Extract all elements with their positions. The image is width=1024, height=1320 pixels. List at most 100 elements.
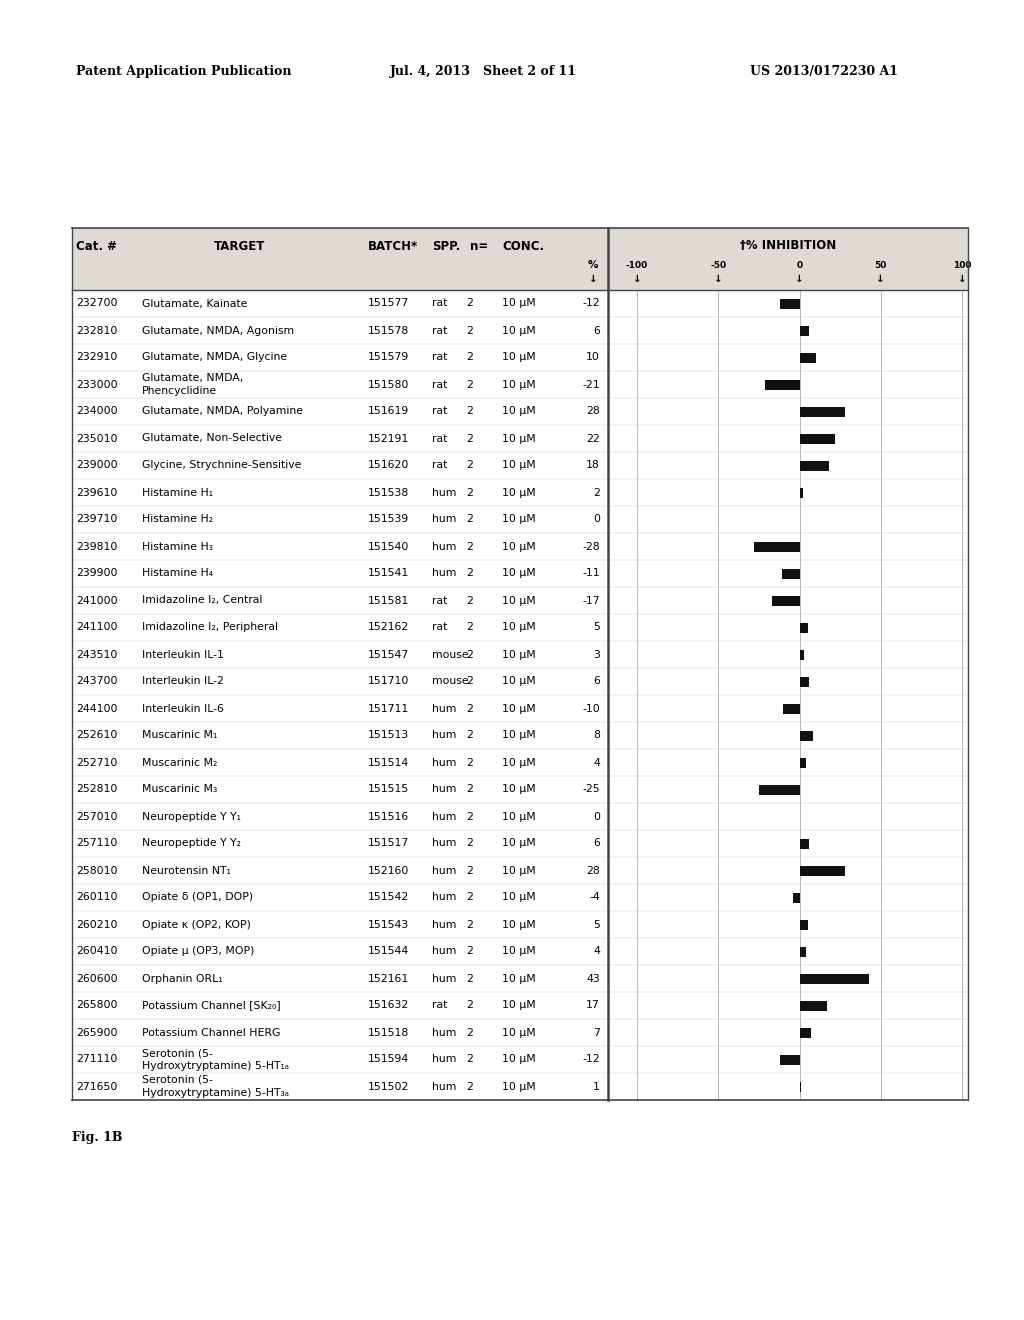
Text: 151515: 151515 <box>368 784 410 795</box>
Text: ↓: ↓ <box>714 275 723 284</box>
Text: Interleukin IL-2: Interleukin IL-2 <box>142 676 224 686</box>
Bar <box>765 380 800 389</box>
Bar <box>800 838 809 849</box>
Bar <box>772 595 800 606</box>
Text: 151517: 151517 <box>368 838 410 849</box>
Text: Neuropeptide Y Y₁: Neuropeptide Y Y₁ <box>142 812 241 821</box>
Bar <box>800 974 869 983</box>
Text: 234000: 234000 <box>76 407 118 417</box>
Text: Glutamate, NMDA, Polyamine: Glutamate, NMDA, Polyamine <box>142 407 303 417</box>
Text: hum: hum <box>432 1081 457 1092</box>
Text: SPP.: SPP. <box>432 239 460 252</box>
Text: 252610: 252610 <box>76 730 118 741</box>
Bar <box>72 228 968 290</box>
Text: 50: 50 <box>874 260 887 269</box>
Text: 2: 2 <box>467 704 473 714</box>
Text: 10 μM: 10 μM <box>502 623 536 632</box>
Text: 10 μM: 10 μM <box>502 380 536 389</box>
Text: Glutamate, Non-Selective: Glutamate, Non-Selective <box>142 433 282 444</box>
Text: 28: 28 <box>587 866 600 875</box>
Text: 10 μM: 10 μM <box>502 1081 536 1092</box>
Bar <box>800 730 812 741</box>
Text: 239810: 239810 <box>76 541 118 552</box>
Text: †% INHIBITION: †% INHIBITION <box>740 239 837 252</box>
Text: rat: rat <box>432 407 447 417</box>
Text: 0: 0 <box>593 515 600 524</box>
Text: hum: hum <box>432 541 457 552</box>
Text: TARGET: TARGET <box>214 239 265 252</box>
Text: 252710: 252710 <box>76 758 118 767</box>
Text: Potassium Channel HERG: Potassium Channel HERG <box>142 1027 281 1038</box>
Text: 2: 2 <box>467 649 473 660</box>
Text: -12: -12 <box>583 1055 600 1064</box>
Text: 2: 2 <box>467 838 473 849</box>
Text: ↓: ↓ <box>633 275 641 284</box>
Text: 151502: 151502 <box>368 1081 410 1092</box>
Text: 10: 10 <box>586 352 600 363</box>
Text: hum: hum <box>432 784 457 795</box>
Text: 5: 5 <box>593 623 600 632</box>
Text: 2: 2 <box>467 623 473 632</box>
Text: 10 μM: 10 μM <box>502 920 536 929</box>
Text: rat: rat <box>432 380 447 389</box>
Text: rat: rat <box>432 595 447 606</box>
Text: 260210: 260210 <box>76 920 118 929</box>
Text: 151538: 151538 <box>368 487 410 498</box>
Text: 2: 2 <box>467 569 473 578</box>
Text: hum: hum <box>432 569 457 578</box>
Text: 232700: 232700 <box>76 298 118 309</box>
Text: 151518: 151518 <box>368 1027 410 1038</box>
Text: Opiate δ (OP1, DOP): Opiate δ (OP1, DOP) <box>142 892 253 903</box>
Text: 10 μM: 10 μM <box>502 407 536 417</box>
Text: Interleukin IL-6: Interleukin IL-6 <box>142 704 224 714</box>
Text: 151539: 151539 <box>368 515 410 524</box>
Text: Muscarinic M₂: Muscarinic M₂ <box>142 758 217 767</box>
Text: -100: -100 <box>626 260 648 269</box>
Bar <box>800 407 845 417</box>
Text: 10 μM: 10 μM <box>502 892 536 903</box>
Text: 260410: 260410 <box>76 946 118 957</box>
Text: -4: -4 <box>589 892 600 903</box>
Bar <box>800 920 808 929</box>
Text: Neurotensin NT₁: Neurotensin NT₁ <box>142 866 230 875</box>
Text: Phencyclidine: Phencyclidine <box>142 385 217 396</box>
Text: hum: hum <box>432 758 457 767</box>
Text: 235010: 235010 <box>76 433 118 444</box>
Text: 2: 2 <box>467 461 473 470</box>
Text: 151542: 151542 <box>368 892 410 903</box>
Text: Orphanin ORL₁: Orphanin ORL₁ <box>142 974 222 983</box>
Text: 10 μM: 10 μM <box>502 1027 536 1038</box>
Text: 258010: 258010 <box>76 866 118 875</box>
Text: Glutamate, NMDA, Agonism: Glutamate, NMDA, Agonism <box>142 326 294 335</box>
Text: 151619: 151619 <box>368 407 410 417</box>
Text: rat: rat <box>432 623 447 632</box>
Text: 151711: 151711 <box>368 704 410 714</box>
Text: 0: 0 <box>797 260 803 269</box>
Text: Jul. 4, 2013   Sheet 2 of 11: Jul. 4, 2013 Sheet 2 of 11 <box>390 66 577 78</box>
Text: 2: 2 <box>467 541 473 552</box>
Text: Imidazoline I₂, Central: Imidazoline I₂, Central <box>142 595 262 606</box>
Text: 10 μM: 10 μM <box>502 838 536 849</box>
Text: mouse: mouse <box>432 676 469 686</box>
Text: 271650: 271650 <box>76 1081 118 1092</box>
Text: Interleukin IL-1: Interleukin IL-1 <box>142 649 224 660</box>
Text: 239610: 239610 <box>76 487 118 498</box>
Text: Muscarinic M₁: Muscarinic M₁ <box>142 730 217 741</box>
Text: 243700: 243700 <box>76 676 118 686</box>
Text: 260110: 260110 <box>76 892 118 903</box>
Text: 233000: 233000 <box>76 380 118 389</box>
Text: 6: 6 <box>593 838 600 849</box>
Text: 2: 2 <box>467 326 473 335</box>
Bar <box>754 541 800 552</box>
Text: 151540: 151540 <box>368 541 410 552</box>
Bar <box>783 704 800 714</box>
Text: hum: hum <box>432 946 457 957</box>
Text: %: % <box>588 260 598 271</box>
Text: Histamine H₄: Histamine H₄ <box>142 569 213 578</box>
Text: 151513: 151513 <box>368 730 410 741</box>
Text: 6: 6 <box>593 676 600 686</box>
Bar <box>800 461 828 470</box>
Text: 10 μM: 10 μM <box>502 704 536 714</box>
Text: 252810: 252810 <box>76 784 118 795</box>
Text: 2: 2 <box>467 866 473 875</box>
